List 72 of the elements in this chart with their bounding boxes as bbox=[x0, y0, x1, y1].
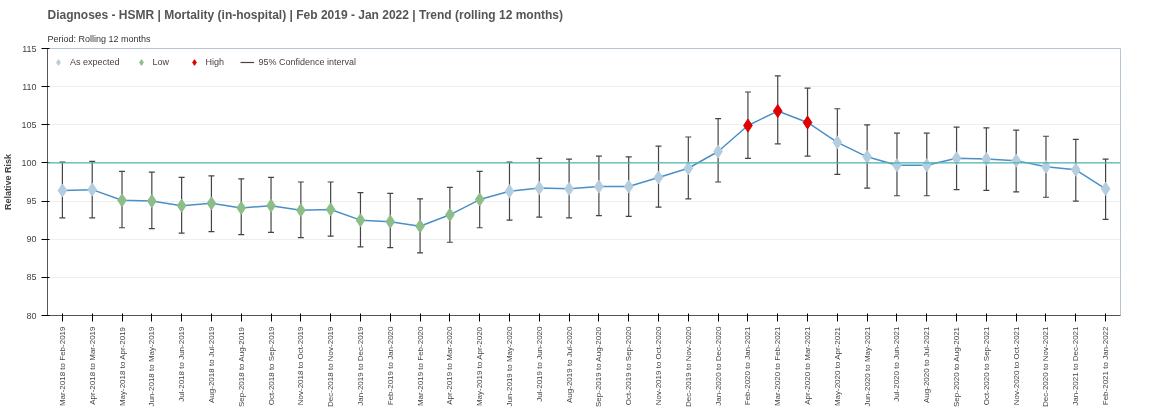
y-tick-label: 95 bbox=[26, 196, 37, 207]
x-tick-label: Mar-2018 to Feb-2019 bbox=[57, 325, 67, 407]
x-tick-label: Feb-2021 to Jan-2022 bbox=[1101, 325, 1111, 406]
x-tick-label: Sep-2020 to Aug-2021 bbox=[952, 326, 962, 408]
x-tick-label: Apr-2020 to Mar-2021 bbox=[803, 325, 813, 405]
point bbox=[534, 181, 545, 196]
chart-title: Diagnoses - HSMR | Mortality (in-hospital) | Feb 2019 - Jan 2022 | Trend (rolling 12 months) bbox=[47, 7, 563, 22]
point bbox=[653, 170, 664, 185]
x-tick-label: Dec-2020 to Nov-2021 bbox=[1041, 325, 1051, 407]
point bbox=[623, 179, 634, 194]
x-tick-label: Apr-2019 to Mar-2020 bbox=[445, 325, 455, 405]
x-tick-label: Feb-2020 to Jan-2021 bbox=[743, 325, 753, 406]
point bbox=[87, 182, 98, 197]
y-tick-label: 80 bbox=[26, 310, 37, 321]
y-axis-title: Relative Risk bbox=[3, 152, 14, 211]
y-tick-label: 110 bbox=[22, 81, 37, 92]
x-tick-label: May-2020 to Apr-2021 bbox=[832, 326, 842, 407]
point bbox=[802, 115, 813, 130]
x-tick-label: May-2019 to Apr-2020 bbox=[475, 326, 485, 407]
point bbox=[683, 161, 694, 176]
x-tick-label: Jul-2018 to Jun-2019 bbox=[177, 325, 187, 402]
x-tick-label: Jun-2020 to May-2021 bbox=[862, 325, 872, 407]
x-tick-label: Jan-2020 to Dec-2020 bbox=[713, 325, 723, 406]
x-tick-label: Jul-2019 to Jun-2020 bbox=[534, 325, 544, 402]
legend-label: High bbox=[205, 57, 226, 67]
point bbox=[206, 196, 217, 211]
point bbox=[355, 213, 366, 228]
x-tick-label: Sep-2019 to Aug-2020 bbox=[594, 326, 604, 408]
y-tick-label: 90 bbox=[26, 234, 37, 245]
x-tick-label: Jan-2021 to Dec-2021 bbox=[1071, 325, 1081, 406]
point bbox=[504, 184, 515, 199]
x-tick-label: Oct-2019 to Sep-2020 bbox=[624, 325, 634, 406]
x-tick-label: Jun-2019 to May-2020 bbox=[504, 325, 514, 407]
point bbox=[772, 104, 783, 119]
x-tick-label: Apr-2018 to Mar-2019 bbox=[87, 325, 97, 405]
x-tick-label: Aug-2018 to Jul-2019 bbox=[206, 325, 216, 403]
x-tick-label: May-2018 to Apr-2019 bbox=[117, 326, 127, 407]
chart-subtitle: Period: Rolling 12 months bbox=[47, 33, 152, 44]
y-tick-label: 85 bbox=[26, 272, 37, 283]
x-tick-label: Nov-2019 to Oct-2020 bbox=[654, 325, 664, 406]
x-tick-label: Oct-2018 to Sep-2019 bbox=[266, 325, 276, 406]
point bbox=[385, 214, 396, 229]
y-tick-label: 105 bbox=[21, 119, 37, 130]
x-tick-label: Nov-2020 to Oct-2021 bbox=[1011, 325, 1021, 406]
point bbox=[951, 151, 962, 166]
x-tick-label: Aug-2019 to Jul-2020 bbox=[564, 325, 574, 403]
x-tick-label: Sep-2018 to Aug-2019 bbox=[236, 326, 246, 408]
point bbox=[146, 194, 157, 209]
point bbox=[236, 200, 247, 215]
y-tick-label: 115 bbox=[22, 43, 37, 54]
point bbox=[474, 192, 485, 207]
x-tick-label: Aug-2020 to Jul-2021 bbox=[922, 325, 932, 403]
x-tick-label: Feb-2019 to Jan-2020 bbox=[385, 325, 395, 406]
x-tick-label: Jun-2018 to May-2019 bbox=[147, 325, 157, 407]
x-tick-label: Jul-2020 to Jun-2021 bbox=[892, 325, 902, 402]
legend-label: Low bbox=[152, 57, 171, 67]
legend-label: As expected bbox=[70, 57, 120, 67]
x-tick-label: Mar-2019 to Feb-2020 bbox=[415, 325, 425, 407]
x-tick-label: Mar-2020 to Feb-2021 bbox=[773, 325, 783, 407]
point bbox=[57, 183, 68, 198]
x-tick-label: Nov-2018 to Oct-2019 bbox=[296, 325, 306, 406]
x-tick-label: Oct-2020 to Sep-2021 bbox=[981, 325, 991, 406]
point bbox=[176, 198, 187, 213]
point bbox=[1070, 162, 1081, 177]
x-tick-label: Dec-2018 to Nov-2019 bbox=[326, 325, 336, 407]
x-tick-label: Dec-2019 to Nov-2020 bbox=[683, 325, 693, 407]
point bbox=[325, 202, 336, 217]
annotation: 95% Confidence interval bbox=[258, 57, 357, 67]
point bbox=[1100, 181, 1111, 196]
y-tick-label: 100 bbox=[21, 157, 37, 168]
x-tick-label: Jan-2019 to Dec-2019 bbox=[355, 325, 365, 406]
point bbox=[832, 135, 843, 150]
